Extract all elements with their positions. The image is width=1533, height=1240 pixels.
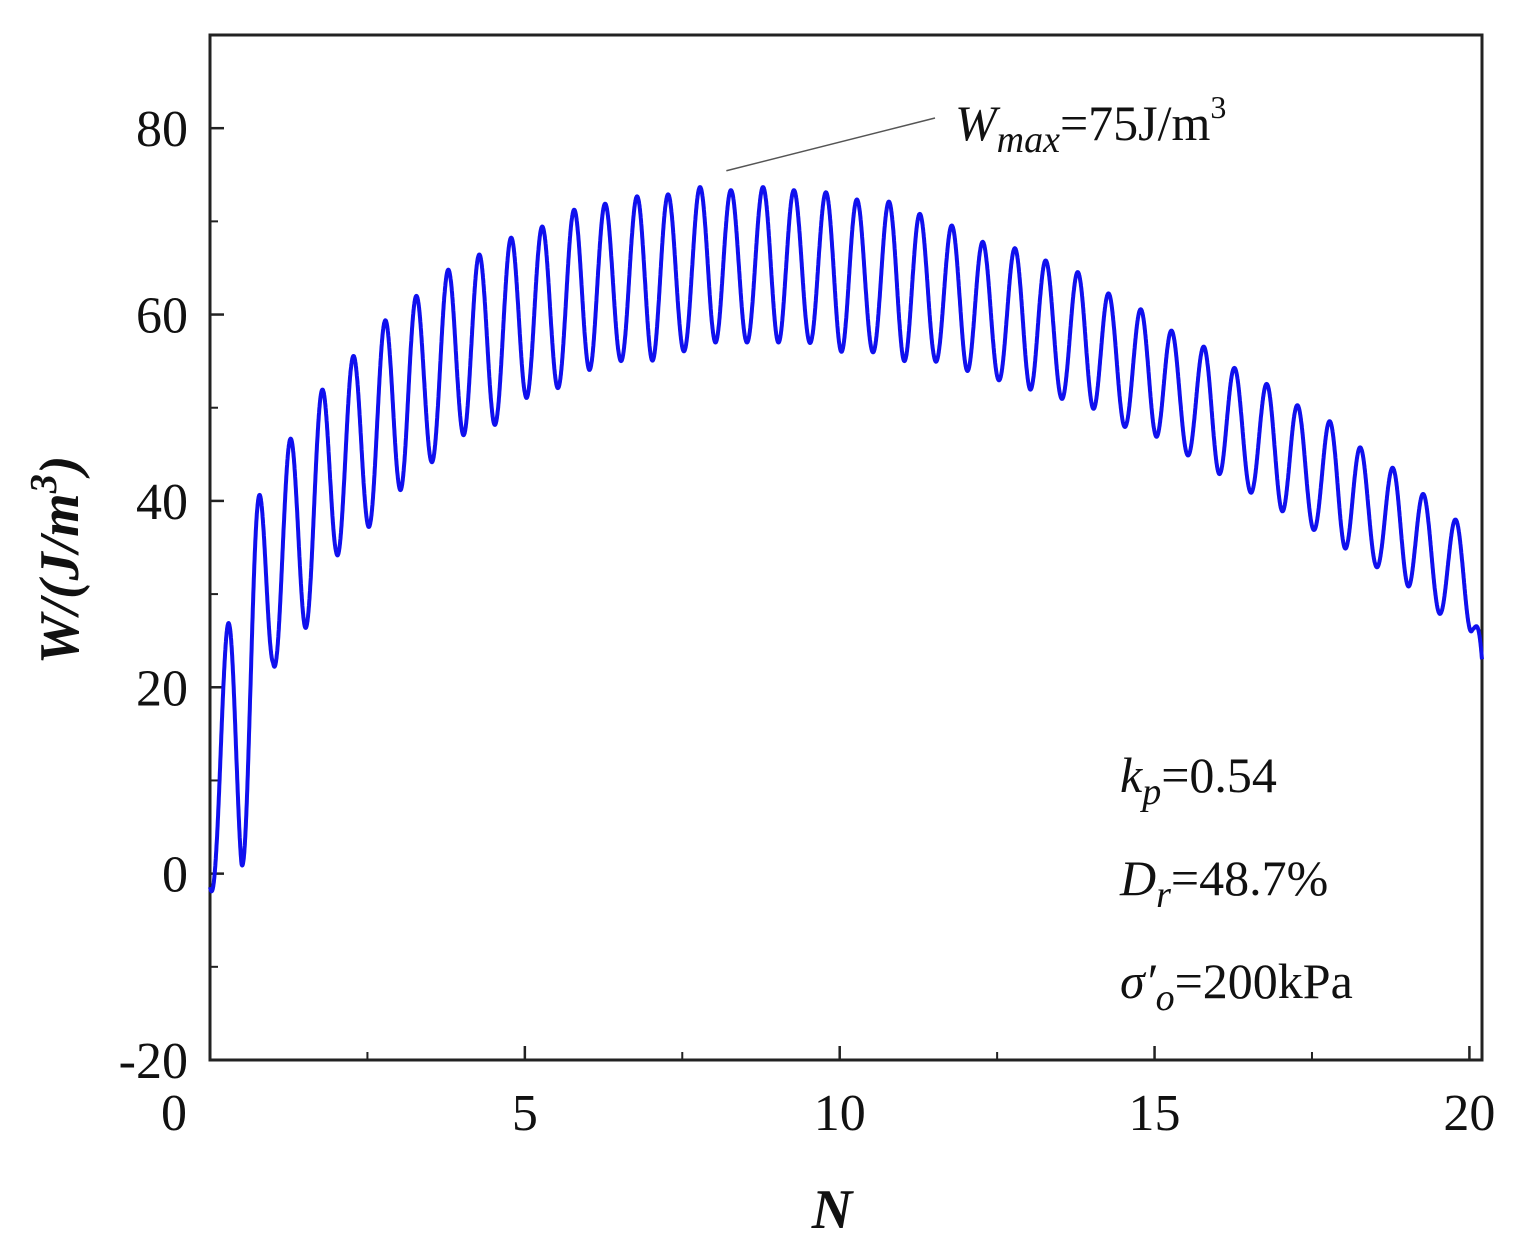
y-tick-label: 80 [136,101,188,158]
sigma-symbol: σ′ [1120,953,1157,1009]
wmax-annotation: Wmax=75J/m3 [955,89,1226,161]
y-tick-label: 0 [162,847,188,904]
axis-ticks [208,126,1471,1062]
dr-annotation: Dr=48.7% [1119,850,1328,916]
x-axis-title: N [811,1179,855,1240]
series-line-w [208,185,1484,894]
kp-symbol: k [1120,747,1143,803]
y-axis-title-main: W/(J/m [29,493,91,664]
y-axis-title-close: ) [29,456,91,480]
dr-symbol: D [1119,850,1156,906]
plot-frame [208,33,1484,1062]
wmax-symbol: W [955,95,1001,151]
x-tick-label: 10 [814,1085,866,1142]
sigma-value: =200kPa [1175,953,1353,1009]
y-axis-title-sup: 3 [23,474,65,494]
kp-value: =0.54 [1161,747,1277,803]
wmax-subscript: max [997,119,1060,161]
wmax-leader-line [726,117,936,172]
y-tick-label: 40 [136,474,188,531]
sigma-subscript: o [1156,977,1175,1019]
y-tick-label: -20 [119,1033,188,1090]
kp-subscript: p [1139,771,1161,813]
x-tick-label: 0 [161,1085,187,1142]
y-axis-title: W/(J/m3) [23,456,91,665]
wmax-value: =75J/m [1060,95,1211,151]
kp-annotation: kp=0.54 [1120,747,1277,813]
y-tick-label: 20 [136,660,188,717]
x-tick-label: 5 [512,1085,538,1142]
dr-subscript: r [1156,874,1171,916]
dr-value: =48.7% [1171,850,1328,906]
y-tick-label: 60 [136,288,188,345]
wmax-unit-sup: 3 [1210,89,1226,125]
sigma-annotation: σ′o=200kPa [1120,953,1353,1019]
x-tick-label: 20 [1443,1085,1495,1142]
x-tick-label: 15 [1129,1085,1181,1142]
